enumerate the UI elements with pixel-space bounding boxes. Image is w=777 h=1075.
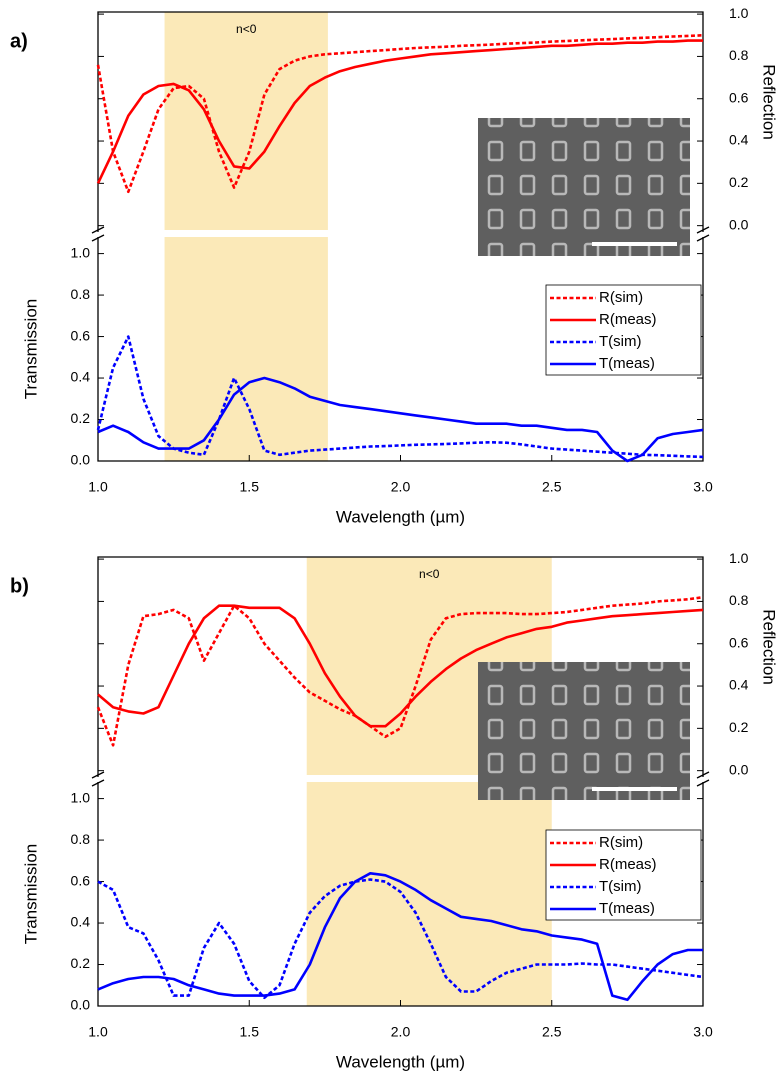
negative-index-band [164, 12, 328, 230]
y-tick-label: 0.2 [71, 410, 91, 426]
x-tick-label: 1.0 [88, 479, 108, 495]
y2-axis-label: Reflection [760, 609, 777, 685]
y-tick-label: 0.2 [71, 955, 91, 971]
legend-label: R(meas) [599, 856, 657, 873]
series-line [97, 604, 704, 728]
y-tick-label: 1.0 [71, 244, 91, 260]
band-annotation: n<0 [419, 567, 440, 581]
x-tick-label: 2.0 [391, 479, 411, 495]
legend-label: R(sim) [599, 289, 643, 306]
series-line [97, 872, 703, 1002]
y2-tick-label: 0.8 [729, 592, 749, 608]
y2-tick-label: 0.0 [729, 216, 749, 232]
legend-box [545, 284, 702, 376]
x-tick-label: 1.5 [240, 1024, 260, 1040]
series-line [96, 39, 703, 184]
y2-tick-label: 0.2 [729, 719, 749, 735]
y2-tick-label: 0.6 [729, 634, 749, 650]
series-line [96, 34, 704, 194]
y-axis-label: Transmission [21, 844, 40, 944]
series-line [96, 595, 704, 747]
y2-tick-label: 1.0 [729, 550, 749, 566]
x-tick-label: 1.0 [88, 1024, 108, 1040]
y-tick-label: 0.6 [71, 327, 91, 343]
band-annotation: n<0 [236, 22, 257, 36]
axis-break [696, 226, 710, 242]
x-tick-label: 3.0 [693, 1024, 713, 1040]
legend-label: R(meas) [599, 311, 657, 328]
y-axis-label: Transmission [21, 299, 40, 399]
panel-label: a) [10, 30, 28, 52]
legend-label: T(sim) [599, 878, 641, 895]
y2-tick-label: 0.4 [729, 132, 749, 148]
x-tick-label: 2.0 [391, 1024, 411, 1040]
x-axis-label: Wavelength (µm) [336, 1052, 465, 1071]
upper-frame [97, 556, 704, 777]
y2-tick-label: 0.2 [729, 174, 749, 190]
panel-label: b) [10, 575, 29, 597]
y-tick-label: 0.6 [71, 872, 91, 888]
axis-break [696, 771, 710, 787]
x-tick-label: 3.0 [693, 479, 713, 495]
sem-inset [478, 118, 690, 256]
y-tick-label: 0.0 [71, 997, 91, 1013]
y-tick-label: 0.0 [71, 452, 91, 468]
y-tick-label: 0.4 [71, 369, 91, 385]
axis-break [91, 226, 105, 242]
y2-tick-label: 0.0 [729, 761, 749, 777]
y2-tick-label: 0.6 [729, 89, 749, 105]
negative-index-band [306, 782, 552, 1006]
y2-axis-label: Reflection [760, 64, 777, 140]
x-tick-label: 2.5 [542, 479, 562, 495]
y-tick-label: 1.0 [71, 789, 91, 805]
legend-label: R(sim) [599, 834, 643, 851]
x-tick-label: 2.5 [542, 1024, 562, 1040]
y-tick-label: 0.8 [71, 831, 91, 847]
y2-tick-label: 0.8 [729, 47, 749, 63]
sem-inset [478, 662, 690, 800]
series-line [96, 335, 704, 459]
legend-label: T(meas) [599, 355, 655, 372]
axis-break [91, 771, 105, 787]
legend-label: T(sim) [599, 333, 641, 350]
series-line [97, 376, 704, 463]
upper-frame [97, 11, 704, 232]
x-axis-label: Wavelength (µm) [336, 507, 465, 526]
y2-tick-label: 1.0 [729, 5, 749, 21]
legend-box [545, 829, 702, 921]
negative-index-band [164, 237, 328, 461]
y-tick-label: 0.4 [71, 914, 91, 930]
legend-label: T(meas) [599, 900, 655, 917]
y-tick-label: 0.8 [71, 286, 91, 302]
y2-tick-label: 0.4 [729, 677, 749, 693]
x-tick-label: 1.5 [240, 479, 260, 495]
